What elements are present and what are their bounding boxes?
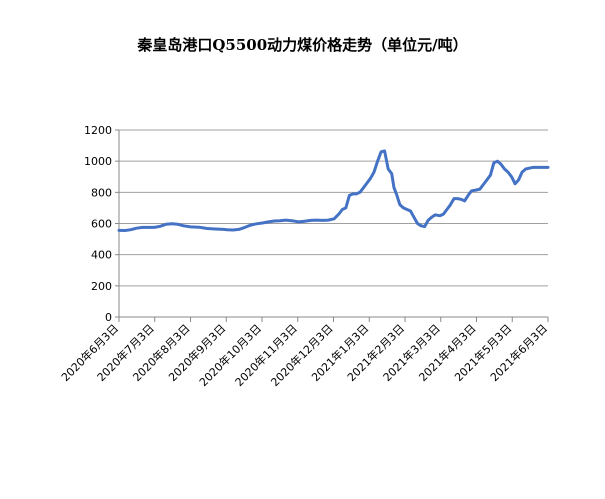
y-tick-label: 1200 bbox=[84, 124, 112, 137]
y-tick-label: 800 bbox=[91, 186, 112, 199]
x-tick-label: 2020年12月3日 bbox=[268, 321, 336, 389]
x-tick-label: 2020年11月3日 bbox=[232, 321, 300, 389]
y-tick-label: 600 bbox=[91, 218, 112, 231]
y-tick-label: 400 bbox=[91, 249, 112, 262]
x-tick-label: 2020年10月3日 bbox=[196, 321, 264, 389]
axis-layer bbox=[115, 129, 549, 322]
y-tick-label: 1000 bbox=[84, 155, 112, 168]
y-tick-label: 200 bbox=[91, 280, 112, 293]
price-line bbox=[117, 149, 550, 232]
series-layer bbox=[117, 149, 550, 232]
y-tick-label: 0 bbox=[105, 311, 112, 324]
label-layer: 0200400600800100012002020年6月3日2020年7月3日2… bbox=[58, 124, 550, 389]
grid-layer bbox=[119, 129, 548, 318]
chart-title: 秦皇岛港口Q5500动力煤价格走势（单位元/吨） bbox=[137, 36, 468, 54]
